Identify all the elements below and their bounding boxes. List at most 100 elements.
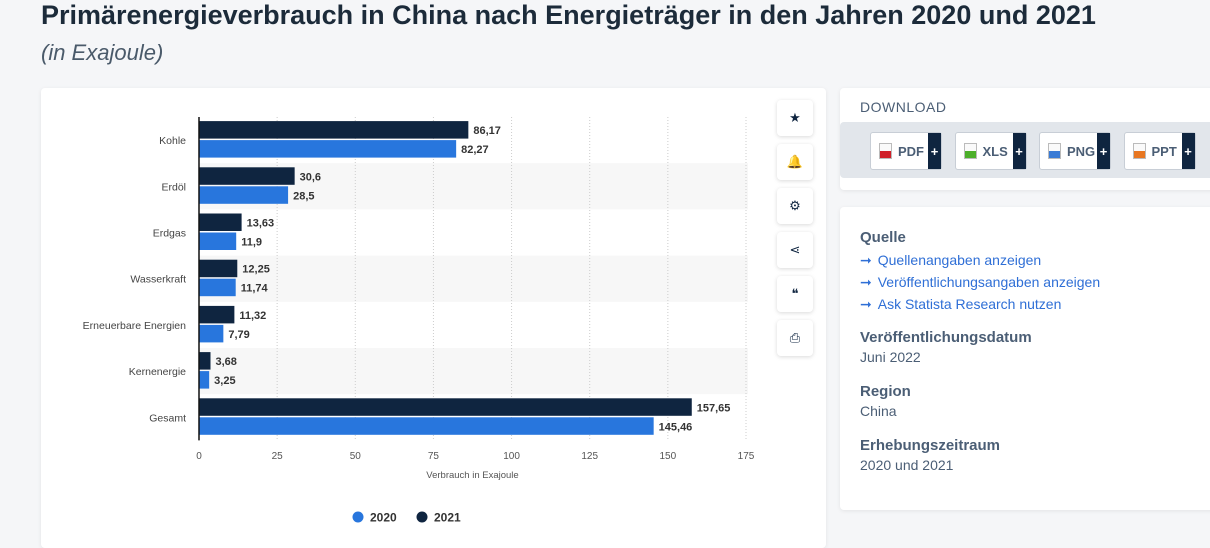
legend-label: 2021 (434, 511, 461, 525)
bar-2020 (199, 140, 457, 158)
arrow-right-icon: ➞ (860, 274, 872, 290)
bar-2020 (199, 232, 237, 250)
category-label: Erdöl (161, 181, 186, 193)
plus-icon[interactable]: + (1012, 133, 1026, 169)
x-tick-label: 25 (272, 451, 284, 462)
page-subtitle: (in Exajoule) (41, 40, 164, 65)
download-png-button[interactable]: PNG + (1039, 132, 1111, 170)
legend-label: 2020 (370, 511, 397, 525)
download-label: XLS (982, 143, 1008, 159)
bar-chart: 0 25 50 75 100 125 150 175 Kohle 86,17 82,27 Erdöl 3… (83, 117, 755, 525)
bar-2020 (199, 186, 289, 204)
plus-icon[interactable]: + (1181, 133, 1195, 169)
page-title: Primärenergieverbrauch in China nach Ene… (41, 0, 1096, 30)
bar-2020 (199, 371, 210, 389)
bar-2020 (199, 417, 654, 435)
source-link-label: Veröffentlichungsangaben anzeigen (877, 274, 1101, 290)
category-label: Erneuerbare Energien (83, 320, 186, 332)
plus-icon[interactable]: + (928, 133, 941, 169)
share-button[interactable]: ⋖ (777, 232, 813, 268)
region-title: Region (860, 383, 911, 400)
row-band (199, 348, 748, 395)
bell-icon: 🔔 (786, 154, 804, 169)
star-button[interactable]: ★ (777, 100, 813, 136)
category-label: Kernenergie (129, 366, 186, 378)
data-label: 145,46 (659, 421, 693, 433)
legend-marker-2021 (416, 511, 428, 523)
png-file-icon (1048, 143, 1061, 159)
arrow-right-icon: ➞ (860, 252, 872, 268)
category-label: Kohle (159, 135, 186, 147)
x-tick-label: 100 (503, 451, 520, 462)
x-tick-label: 150 (660, 451, 677, 462)
bar-2021 (199, 305, 235, 324)
bar-2021 (199, 259, 238, 278)
x-tick-label: 175 (738, 451, 755, 462)
plus-icon[interactable]: + (1097, 133, 1110, 169)
data-label: 7,79 (228, 329, 249, 341)
share-icon: ⋖ (789, 242, 801, 257)
period-title: Erhebungszeitraum (860, 437, 1001, 454)
data-label: 12,25 (242, 264, 270, 276)
source-link[interactable]: ➞ Ask Statista Research nutzen (860, 293, 1200, 315)
ppt-file-icon (1132, 143, 1146, 159)
data-label: 28,5 (293, 190, 314, 202)
category-label: Wasserkraft (130, 274, 186, 286)
bar-2020 (199, 324, 224, 343)
region-value: China (860, 403, 897, 419)
print-button[interactable]: ⎙ (777, 320, 813, 356)
data-label: 3,68 (216, 356, 237, 368)
source-link-label: Quellenangaben anzeigen (877, 252, 1042, 268)
source-title: Quelle (860, 229, 906, 246)
data-label: 11,74 (241, 283, 269, 295)
data-label: 82,27 (461, 144, 489, 156)
bar-2021 (199, 121, 469, 139)
gear-button[interactable]: ⚙ (777, 188, 813, 224)
x-tick-label: 0 (196, 451, 202, 462)
x-tick-label: 125 (581, 451, 598, 462)
source-link-label: Ask Statista Research nutzen (877, 296, 1062, 312)
bar-2021 (199, 167, 295, 185)
download-label: PPT (1151, 143, 1177, 159)
arrow-right-icon: ➞ (860, 296, 872, 312)
download-title: DOWNLOAD (860, 99, 947, 115)
data-label: 30,6 (300, 171, 321, 183)
bar-2020 (199, 278, 236, 297)
period-value: 2020 und 2021 (860, 457, 954, 473)
info-panel: Quelle ➞ Quellenangaben anzeigen ➞ Veröffen… (840, 207, 1210, 510)
xls-file-icon (963, 143, 977, 159)
bell-button[interactable]: 🔔 (777, 144, 813, 180)
star-icon: ★ (789, 110, 801, 125)
bar-2021 (199, 398, 692, 416)
download-label: PDF (898, 143, 924, 159)
data-label: 11,9 (241, 237, 262, 249)
quote-icon: ❝ (791, 286, 799, 301)
x-axis-title: Verbrauch in Exajoule (426, 470, 518, 481)
date-value: Juni 2022 (860, 349, 921, 365)
bar-2021 (199, 213, 242, 231)
download-ppt-button[interactable]: PPT + (1123, 132, 1196, 170)
download-pdf-button[interactable]: PDF + (870, 132, 942, 170)
download-panel: DOWNLOAD PDF + XLS + PNG + PPT + (840, 88, 1210, 190)
x-tick-label: 75 (428, 451, 440, 462)
data-label: 11,32 (239, 310, 266, 322)
data-label: 157,65 (697, 402, 731, 414)
data-label: 86,17 (473, 125, 501, 137)
print-icon: ⎙ (789, 330, 801, 345)
x-tick-label: 50 (350, 451, 362, 462)
source-link[interactable]: ➞ Veröffentlichungsangaben anzeigen (860, 271, 1200, 293)
quote-button[interactable]: ❝ (777, 276, 813, 312)
pdf-file-icon (879, 143, 892, 159)
download-label: PNG (1067, 143, 1096, 159)
data-label: 3,25 (214, 375, 235, 387)
date-title: Veröffentlichungsdatum (860, 329, 1032, 346)
data-label: 13,63 (247, 218, 275, 230)
source-link[interactable]: ➞ Quellenangaben anzeigen (860, 249, 1200, 271)
row-band (199, 255, 748, 302)
download-xls-button[interactable]: XLS + (954, 132, 1027, 170)
category-label: Gesamt (149, 412, 186, 424)
legend-marker-2020 (352, 511, 364, 523)
bar-2021 (199, 352, 211, 370)
gear-icon: ⚙ (789, 198, 801, 213)
category-label: Erdgas (153, 228, 186, 240)
